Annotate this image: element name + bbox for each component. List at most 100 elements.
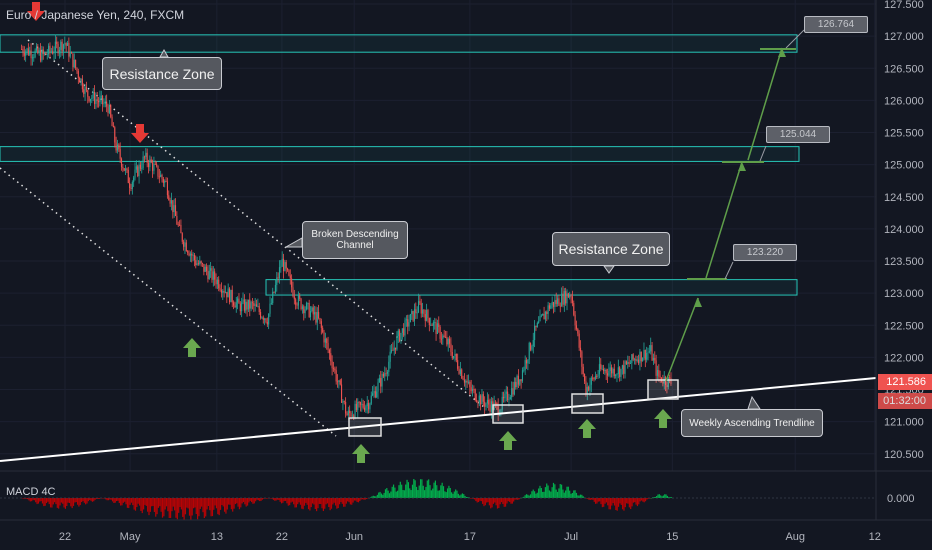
candle-body	[434, 322, 436, 323]
macd-bar	[334, 498, 337, 506]
candle-body	[341, 384, 343, 403]
tag-connector	[759, 145, 767, 162]
macd-bar	[595, 498, 597, 504]
macd-bar	[665, 494, 667, 498]
macd-bar	[192, 498, 195, 509]
resistance-zone-callout-top[interactable]: Resistance Zone	[102, 57, 222, 90]
macd-bar	[476, 498, 478, 503]
candle-body	[373, 391, 375, 394]
macd-bar	[554, 484, 556, 498]
macd-bar	[437, 490, 439, 498]
candle-body	[301, 306, 303, 310]
target-tag-2[interactable]: 125.044	[766, 126, 830, 143]
candle-body	[558, 298, 560, 306]
candle-body	[332, 368, 335, 370]
macd-bar	[94, 498, 96, 500]
candle-body	[569, 295, 571, 298]
candle-body	[575, 325, 578, 329]
candle-body	[413, 309, 416, 321]
candle-body	[578, 333, 580, 348]
macd-bar	[623, 498, 625, 511]
trendline-callout[interactable]: Weekly Ascending Trendline	[681, 409, 823, 437]
candle-body	[308, 303, 310, 318]
candle-body	[525, 360, 528, 364]
candle-body	[521, 370, 524, 382]
macd-bar	[63, 498, 65, 508]
candle-body	[289, 275, 291, 279]
candle-body	[118, 144, 120, 150]
macd-bar	[670, 497, 673, 498]
macd-bar	[590, 498, 593, 500]
target-tag-1[interactable]: 126.764	[804, 16, 868, 33]
macd-bar	[252, 498, 254, 504]
candle-body	[438, 323, 440, 327]
candle-body	[615, 375, 617, 377]
macd-bar	[82, 498, 84, 502]
macd-bar	[364, 498, 366, 500]
candle-body	[42, 49, 44, 54]
candle-body	[126, 168, 128, 170]
candle-body	[237, 298, 239, 303]
macd-bar	[479, 498, 481, 501]
candle-body	[311, 307, 313, 312]
candle-body	[358, 401, 360, 403]
candle-body	[33, 56, 35, 58]
macd-bar	[639, 498, 641, 502]
macd-bar	[55, 498, 57, 505]
target-tag-3[interactable]: 123.220	[733, 244, 797, 261]
macd-bar	[275, 498, 277, 501]
macd-bar	[650, 498, 652, 499]
candle-body	[605, 369, 607, 374]
macd-bar	[24, 498, 26, 499]
candle-body	[234, 305, 236, 308]
candle-body	[96, 99, 98, 101]
macd-bar	[102, 498, 104, 499]
candle-body	[396, 336, 398, 350]
candle-body	[353, 415, 355, 418]
candle-body	[666, 385, 668, 388]
macd-bar	[289, 498, 291, 506]
candle-body	[670, 378, 672, 384]
candle-body	[142, 156, 144, 168]
candle-body	[64, 43, 66, 45]
macd-bar	[555, 489, 557, 498]
candle-body	[50, 51, 52, 53]
macd-bar	[271, 498, 273, 499]
macd-bar	[302, 498, 304, 510]
macd-bar	[415, 486, 418, 498]
candle-body	[505, 391, 507, 394]
macd-bar	[205, 498, 207, 517]
macd-bar	[317, 498, 319, 509]
candle-body	[183, 241, 185, 247]
macd-bar	[163, 498, 165, 517]
macd-bar	[191, 498, 193, 516]
macd-bar	[301, 498, 303, 509]
candle-body	[269, 303, 271, 314]
candle-body	[69, 52, 71, 57]
macd-bar	[109, 498, 111, 500]
macd-bar	[194, 498, 196, 508]
broken-channel-callout[interactable]: Broken Descending Channel	[302, 221, 408, 259]
macd-bar	[332, 498, 334, 505]
macd-bar	[409, 488, 411, 498]
candle-body	[415, 309, 417, 314]
candle-body	[543, 313, 545, 320]
macd-bar	[338, 498, 341, 505]
macd-bar	[86, 498, 88, 504]
macd-bar	[111, 498, 114, 502]
time-tick-label: 22	[276, 531, 288, 543]
resistance-zone-callout-mid[interactable]: Resistance Zone	[552, 232, 670, 266]
price-tick-label: 127.000	[884, 31, 924, 43]
candle-body	[158, 176, 160, 178]
candle-body	[30, 50, 32, 59]
candle-body	[651, 345, 653, 361]
candle-body	[243, 299, 245, 311]
candle-body	[503, 396, 505, 399]
candle-body	[646, 352, 648, 360]
macd-bar	[604, 498, 606, 504]
macd-bar	[380, 493, 383, 498]
candle-body	[112, 126, 114, 128]
macd-bar	[221, 498, 223, 505]
candle-body	[130, 187, 132, 189]
